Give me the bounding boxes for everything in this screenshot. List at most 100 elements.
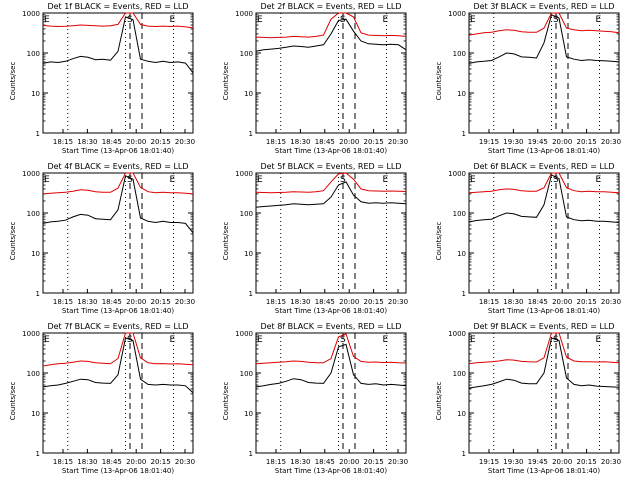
plot-frame <box>468 332 620 454</box>
y-tick-label: 1 <box>462 290 466 298</box>
x-tick-label: 18:45 <box>528 298 548 306</box>
x-axis-label: Start Time (13-Apr-06 18:01:40) <box>275 147 387 155</box>
y-tick-label: 1000 <box>22 10 40 18</box>
y-axis-label: Counts/sec <box>435 62 443 101</box>
panel-title: Det 8f BLACK = Events, RED = LLD <box>260 322 401 331</box>
series-line-events <box>255 343 407 388</box>
marker-label-e: E <box>596 175 602 185</box>
series-line-lld <box>468 172 620 194</box>
plot-frame <box>468 12 620 134</box>
y-tick-label: 1000 <box>448 330 466 338</box>
y-tick-label: 1000 <box>235 170 253 178</box>
y-tick-label: 100 <box>453 210 466 218</box>
x-tick-label: 18:45 <box>315 298 335 306</box>
y-tick-label: 1000 <box>235 330 253 338</box>
y-tick-label: 1 <box>36 290 40 298</box>
y-axis-label: Counts/sec <box>435 222 443 261</box>
series-line-lld <box>42 12 194 29</box>
x-tick-label: 20:15 <box>151 298 171 306</box>
x-axis-label: Start Time (13-Apr-06 18:01:40) <box>488 467 600 475</box>
marker-label-s: S <box>340 335 346 345</box>
marker-label-e: E <box>170 175 176 185</box>
series-line-lld <box>255 333 407 365</box>
marker-label-e: E <box>470 335 476 345</box>
x-tick-label: 18:45 <box>102 298 122 306</box>
series-line-events <box>42 16 194 74</box>
marker-label-e: E <box>170 15 176 25</box>
x-tick-label: 20:15 <box>151 458 171 466</box>
y-tick-label: 1 <box>36 450 40 458</box>
x-tick-label: 18:15 <box>266 138 286 146</box>
y-tick-label: 100 <box>240 210 253 218</box>
x-tick-label: 20:00 <box>552 298 572 306</box>
x-tick-label: 20:30 <box>175 458 195 466</box>
x-tick-label: 20:15 <box>364 458 384 466</box>
x-tick-label: 20:30 <box>388 458 408 466</box>
series-line-lld <box>42 332 194 367</box>
marker-label-s: S <box>127 175 133 185</box>
x-tick-label: 20:30 <box>175 298 195 306</box>
y-tick-label: 10 <box>31 250 40 258</box>
marker-label-e: E <box>44 175 50 185</box>
y-tick-label: 1 <box>249 290 253 298</box>
panel-title: Det 7f BLACK = Events, RED = LLD <box>47 322 188 331</box>
x-tick-label: 20:15 <box>577 298 597 306</box>
x-tick-label: 20:00 <box>339 298 359 306</box>
plot-frame <box>42 12 194 134</box>
x-tick-label: 18:15 <box>266 458 286 466</box>
x-tick-label: 18:15 <box>53 458 73 466</box>
y-tick-label: 10 <box>31 90 40 98</box>
y-axis-label: Counts/sec <box>222 222 230 261</box>
x-tick-label: 20:15 <box>364 138 384 146</box>
panel-title: Det 3f BLACK = Events, RED = LLD <box>473 2 614 11</box>
marker-label-s: S <box>553 15 559 25</box>
series-line-events <box>42 175 194 234</box>
x-tick-label: 18:30 <box>77 138 97 146</box>
x-tick-label: 20:00 <box>552 138 572 146</box>
series-line-lld <box>255 172 407 194</box>
marker-label-e: E <box>170 335 176 345</box>
x-tick-label: 18:30 <box>503 298 523 306</box>
marker-label-s: S <box>340 175 346 185</box>
marker-label-s: S <box>553 175 559 185</box>
x-tick-label: 20:00 <box>126 458 146 466</box>
y-tick-label: 10 <box>457 410 466 418</box>
series-line-lld <box>42 172 194 195</box>
marker-label-e: E <box>596 335 602 345</box>
y-axis-label: Counts/sec <box>9 222 17 261</box>
x-tick-label: 18:15 <box>53 138 73 146</box>
panel-title: Det 9f BLACK = Events, RED = LLD <box>473 322 614 331</box>
y-tick-label: 1 <box>462 450 466 458</box>
series-line-events <box>468 337 620 389</box>
x-axis-label: Start Time (13-Apr-06 18:01:40) <box>275 307 387 315</box>
y-axis-label: Counts/sec <box>435 382 443 421</box>
x-tick-label: 20:00 <box>126 298 146 306</box>
x-tick-label: 20:15 <box>364 298 384 306</box>
x-tick-label: 18:45 <box>102 138 122 146</box>
x-tick-label: 19:15 <box>479 458 499 466</box>
x-axis-label: Start Time (13-Apr-06 18:01:40) <box>488 147 600 155</box>
x-tick-label: 18:30 <box>290 458 310 466</box>
marker-label-e: E <box>257 335 263 345</box>
x-tick-label: 20:00 <box>339 138 359 146</box>
marker-label-s: S <box>127 15 133 25</box>
x-tick-label: 18:15 <box>266 298 286 306</box>
x-tick-label: 20:30 <box>388 298 408 306</box>
x-tick-label: 18:15 <box>53 298 73 306</box>
y-tick-label: 1 <box>36 130 40 138</box>
plot-frame <box>42 172 194 294</box>
marker-label-e: E <box>383 335 389 345</box>
x-tick-label: 20:30 <box>601 138 621 146</box>
marker-label-e: E <box>44 335 50 345</box>
y-tick-label: 1000 <box>448 10 466 18</box>
marker-label-e: E <box>470 175 476 185</box>
series-line-lld <box>468 12 620 36</box>
panel-3: Det 3f BLACK = Events, RED = LLD 1 10 100 10… <box>435 2 621 155</box>
series-line-lld <box>255 12 407 39</box>
series-line-events <box>42 337 194 394</box>
x-tick-label: 19:15 <box>479 138 499 146</box>
panel-title: Det 4f BLACK = Events, RED = LLD <box>47 162 188 171</box>
marker-label-e: E <box>383 15 389 25</box>
x-tick-label: 19:45 <box>528 138 548 146</box>
plot-frame <box>468 172 620 294</box>
